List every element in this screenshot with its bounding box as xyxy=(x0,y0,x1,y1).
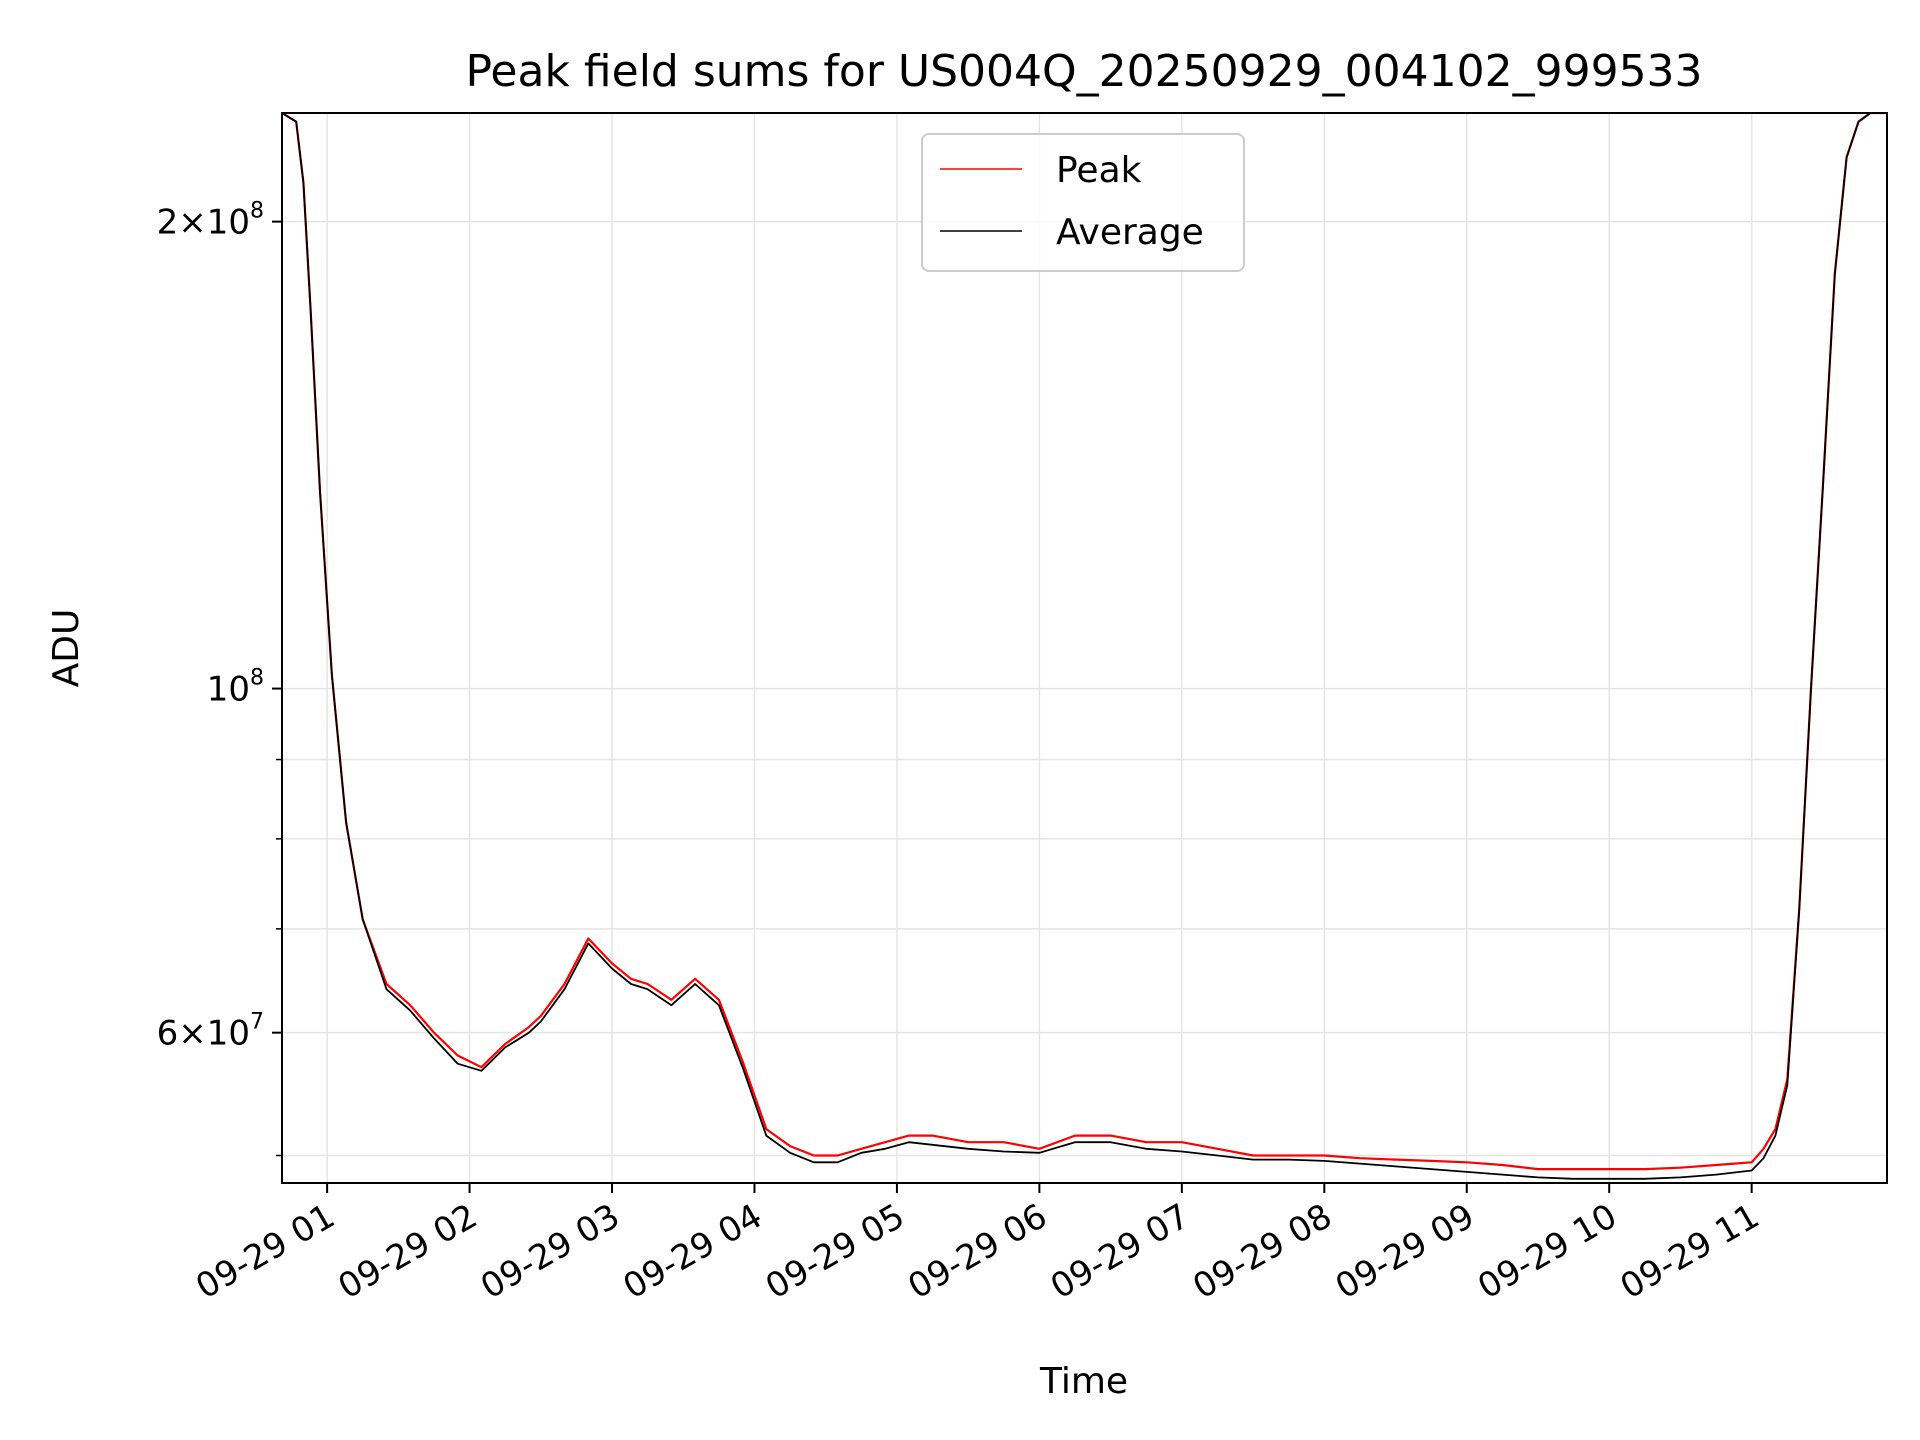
chart-title: Peak field sums for US004Q_20250929_0041… xyxy=(465,46,1702,97)
legend-label-peak: Peak xyxy=(1056,150,1142,191)
y-tick-label: 108 xyxy=(207,666,264,710)
series-line-peak xyxy=(282,113,1887,1171)
legend: Peak Average xyxy=(921,133,1245,272)
y-tick-label: 2×108 xyxy=(157,199,264,243)
series-line-average xyxy=(282,113,1887,1180)
plot-frame xyxy=(281,112,1888,1184)
y-axis: 6×107 108 2×108 xyxy=(157,199,282,1157)
y-axis-label: ADU xyxy=(46,609,87,688)
y-tick-label: 6×107 xyxy=(157,1010,264,1054)
series-layer xyxy=(282,113,1887,1180)
x-axis-label: Time xyxy=(1039,1361,1128,1402)
legend-label-average: Average xyxy=(1056,212,1204,253)
